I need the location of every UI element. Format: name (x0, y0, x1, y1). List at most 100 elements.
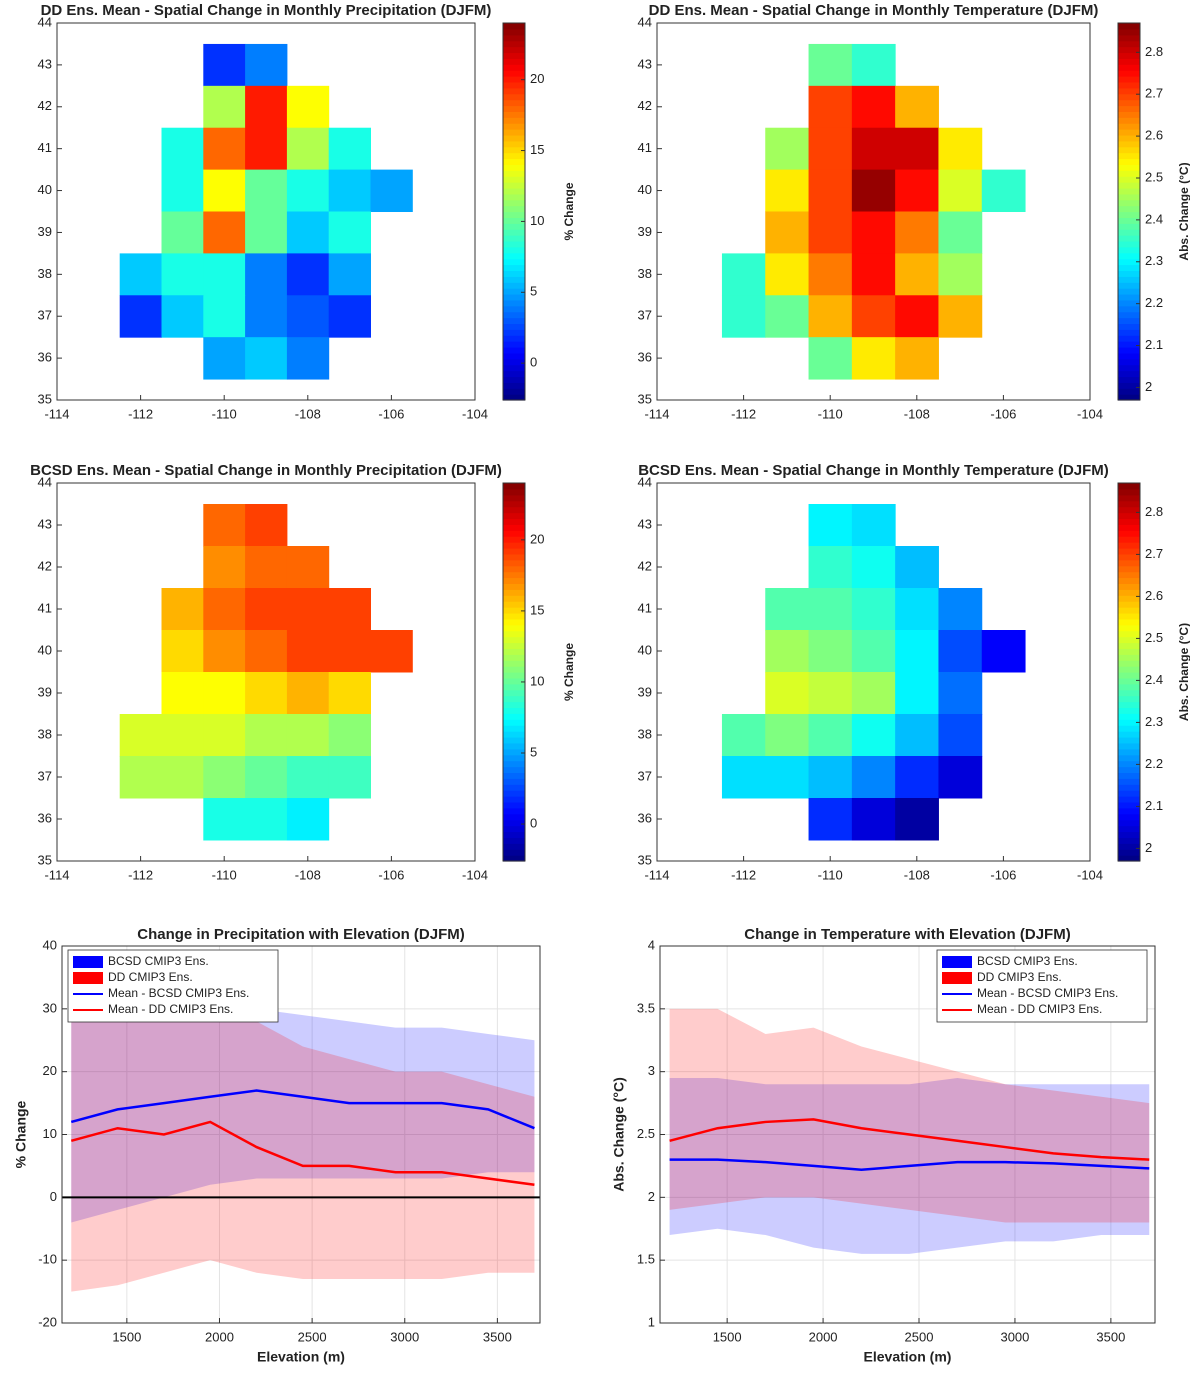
colorbar-step (503, 612, 525, 620)
colorbar-step (1118, 323, 1140, 330)
colorbar-step (1118, 235, 1140, 242)
map-cell (328, 127, 371, 171)
map-cell (161, 295, 204, 338)
map-cell (161, 630, 204, 673)
colorbar-step (1118, 182, 1140, 189)
colorbar-tick-label: 0 (530, 815, 537, 830)
colorbar-step (1118, 46, 1140, 54)
colorbar-step (503, 831, 525, 838)
colorbar-step (1118, 807, 1140, 815)
colorbar-step (503, 358, 525, 366)
colorbar-step (503, 76, 525, 83)
map-cell (119, 714, 162, 757)
y-tick-label: 42 (38, 98, 52, 113)
colorbar-step (1118, 81, 1140, 89)
map-cell (328, 588, 371, 631)
map-cell (203, 714, 246, 757)
colorbar-step (1118, 607, 1140, 614)
colorbar-step (1118, 701, 1140, 709)
x-tick-label: -106 (378, 867, 404, 882)
y-tick-label: 40 (638, 182, 652, 197)
colorbar-step (503, 488, 525, 496)
y-tick-label: 1.5 (637, 1252, 655, 1267)
map-cell (808, 798, 853, 841)
map-cell (245, 43, 288, 87)
colorbar-step (1118, 223, 1140, 230)
y-tick-label: 35 (638, 852, 652, 867)
colorbar-step (1118, 547, 1140, 555)
colorbar-step (503, 683, 525, 691)
colorbar-step (1118, 293, 1140, 301)
map-cell (808, 211, 853, 254)
map-cell (938, 253, 983, 296)
colorbar-step (503, 388, 525, 395)
colorbar-step (1118, 134, 1140, 142)
map-cell (286, 714, 330, 757)
map-cell (203, 630, 246, 673)
colorbar-step (1118, 34, 1140, 42)
colorbar-step (1118, 488, 1140, 496)
colorbar-step (1118, 500, 1140, 508)
map-cell (765, 588, 810, 631)
map-cell (203, 295, 246, 338)
colorbar-step (1118, 595, 1140, 602)
colorbar-step (1118, 837, 1140, 844)
x-tick-label: -110 (212, 867, 237, 882)
colorbar-step (503, 70, 525, 77)
colorbar-step (1118, 140, 1140, 148)
map-cell (328, 756, 371, 799)
colorbar-step (1118, 76, 1140, 83)
y-tick-label: 37 (638, 768, 652, 783)
chart-title: DD Ens. Mean - Spatial Change in Monthly… (649, 2, 1099, 19)
colorbar-step (503, 742, 525, 750)
map-cell (245, 546, 288, 589)
colorbar-step (1118, 618, 1140, 626)
y-tick-label: 39 (638, 224, 652, 239)
map-cell (808, 630, 853, 673)
y-tick-label: 41 (38, 600, 52, 615)
colorbar-step (503, 695, 525, 703)
axes-frame (61, 945, 541, 1324)
map-cell (370, 630, 413, 673)
colorbar-step (1118, 199, 1140, 207)
map-cell (895, 546, 939, 589)
map-cell (938, 672, 983, 715)
colorbar-step (503, 524, 525, 531)
y-tick-label: 30 (43, 1000, 57, 1015)
colorbar-step (503, 81, 525, 89)
colorbar-step (503, 93, 525, 101)
colorbar-step (1118, 778, 1140, 785)
map-cell (203, 798, 246, 841)
map-cell (245, 127, 288, 171)
colorbar-step (503, 394, 525, 401)
map-cell (245, 798, 288, 841)
map-cell (245, 169, 288, 212)
map-cell (765, 295, 810, 338)
y-tick-label: 44 (638, 14, 652, 29)
map-cell (938, 588, 983, 631)
map-cell (161, 714, 204, 757)
colorbar-tick-label: 2 (1145, 840, 1152, 855)
map-cell (765, 253, 810, 296)
legend-label: DD CMIP3 Ens. (108, 970, 193, 984)
x-tick-label: -106 (990, 867, 1016, 882)
colorbar-step (503, 187, 525, 195)
x-tick-label: 3500 (1096, 1329, 1125, 1344)
colorbar-step (503, 766, 525, 774)
map-cell (851, 253, 896, 296)
map-cell (203, 43, 246, 87)
colorbar-step (503, 87, 525, 95)
colorbar-step (503, 542, 525, 549)
colorbar-step (1118, 276, 1140, 283)
colorbar-tick-label: 2.4 (1145, 672, 1163, 687)
map-cell (328, 672, 371, 715)
map-cell (938, 211, 983, 254)
x-tick-label: -112 (128, 867, 153, 882)
map-cell (938, 714, 983, 757)
x-tick-label: 2500 (298, 1329, 327, 1344)
colorbar-step (1118, 654, 1140, 661)
colorbar-step (503, 158, 525, 165)
map-cell (895, 253, 939, 296)
x-tick-label: -112 (731, 406, 756, 421)
colorbar-step (503, 707, 525, 714)
